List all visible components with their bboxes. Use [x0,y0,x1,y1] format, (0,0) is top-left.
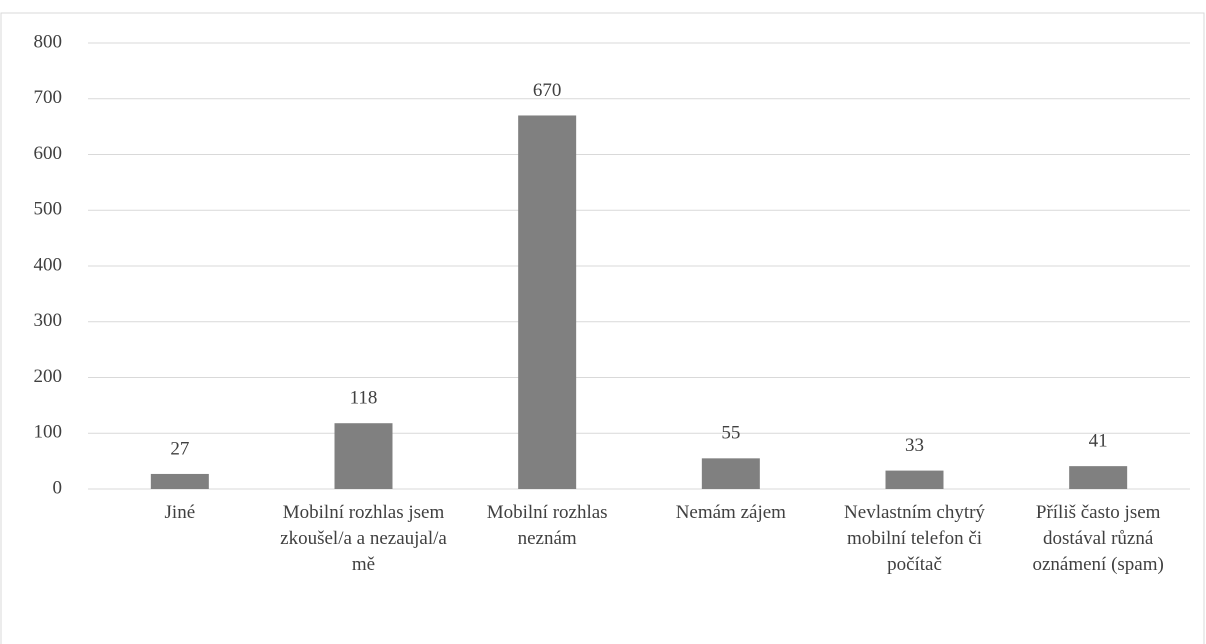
x-tick-label: Jiné [164,502,196,523]
x-tick-label: Nemám zájem [675,502,786,523]
y-tick-label: 600 [34,143,63,164]
bar [1069,466,1128,489]
x-tick-label: Mobilní rozhlas jsem zkoušel/a a nezauja… [280,502,447,575]
y-tick-label: 0 [53,477,63,498]
chart-frame [0,12,1205,644]
x-tick-label: Mobilní rozhlas neznám [486,502,608,549]
data-label: 27 [170,438,189,459]
y-tick-label: 400 [34,254,63,275]
bar [701,458,760,489]
bar [885,470,944,489]
data-label: 33 [905,435,924,456]
data-label: 41 [1089,431,1108,452]
bar [334,423,393,489]
data-label: 55 [721,423,740,444]
bar [518,115,577,489]
data-label: 670 [533,80,562,101]
y-tick-label: 100 [34,422,63,443]
data-label: 118 [350,388,378,409]
x-tick-label: Nevlastním chytrý mobilní telefon či poč… [844,502,985,575]
bar [150,473,209,489]
y-tick-label: 500 [34,199,63,220]
y-tick-label: 700 [34,87,63,108]
x-tick-label: Příliš často jsem dostával různá oznámen… [1032,502,1164,575]
y-tick-label: 300 [34,310,63,331]
y-tick-label: 200 [34,366,63,387]
y-tick-label: 800 [34,31,63,52]
